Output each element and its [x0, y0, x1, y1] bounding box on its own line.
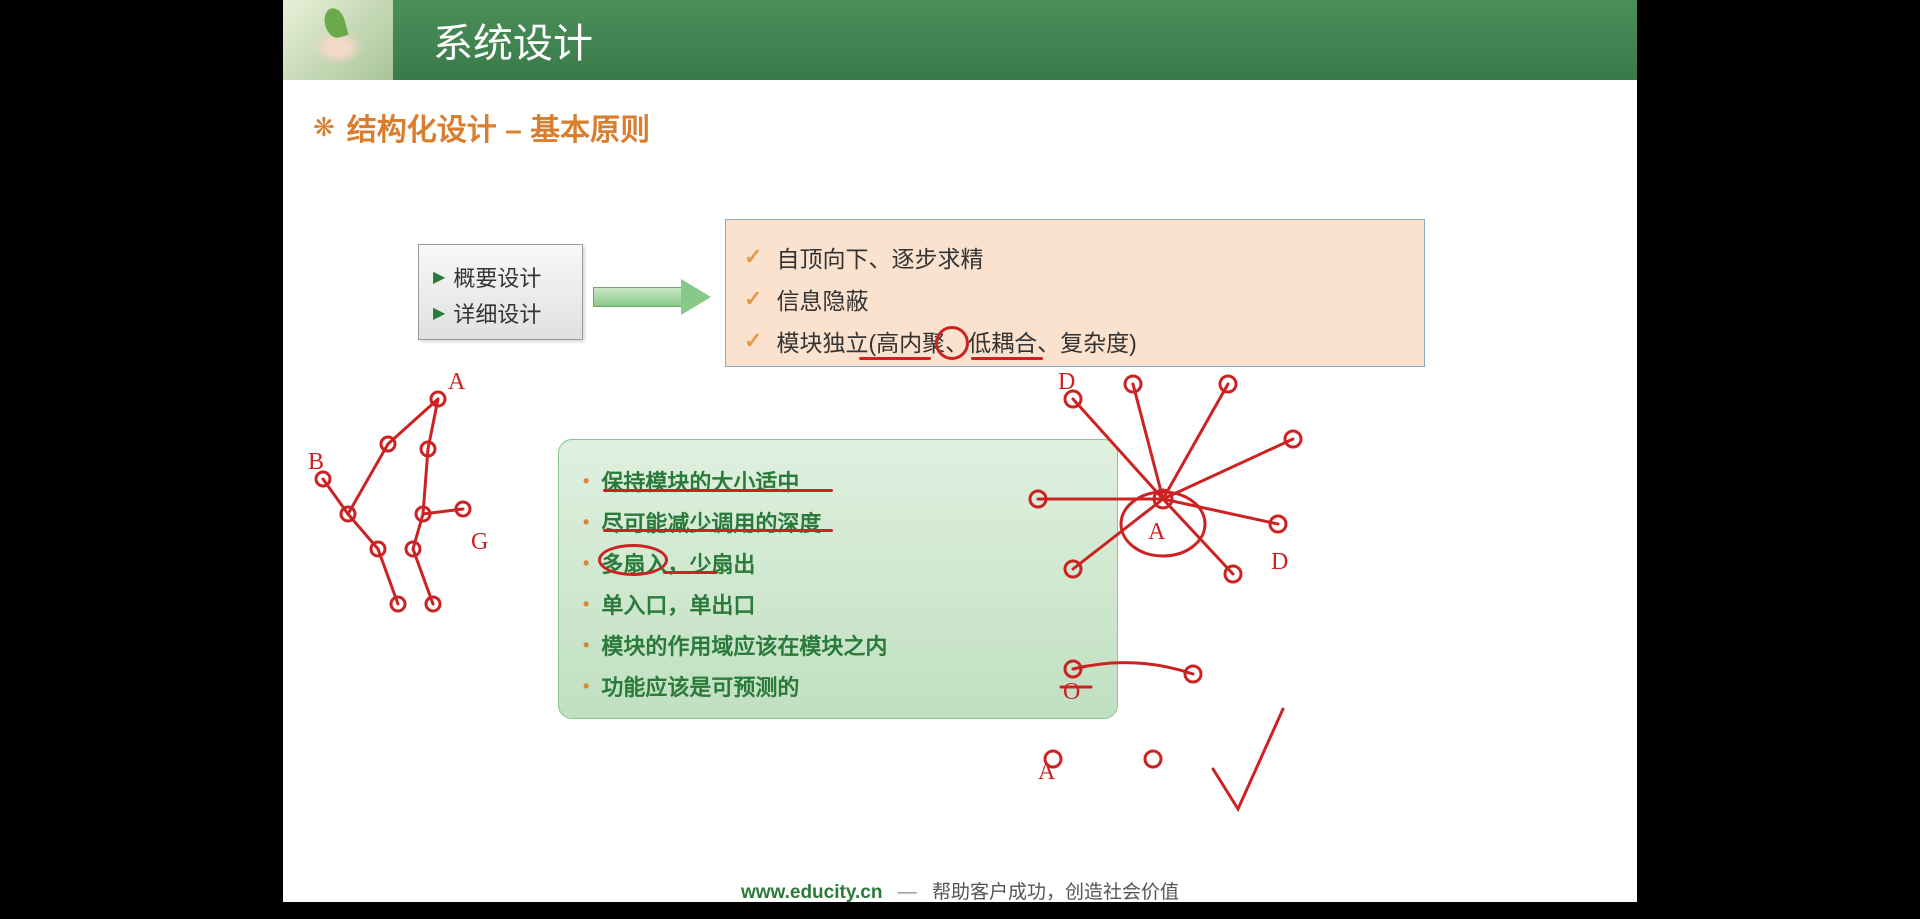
arrow-head	[681, 279, 711, 315]
design-item-label: 详细设计	[453, 297, 541, 329]
arrow-right	[593, 279, 713, 315]
dot-bullet-icon: •	[583, 512, 589, 533]
design-item: ▶ 概要设计	[433, 261, 568, 293]
footer-divider: —	[898, 882, 917, 903]
scribble-graph: A B G	[283, 369, 523, 649]
footer-url: www.educity.cn	[741, 882, 882, 903]
svg-text:A: A	[448, 369, 466, 395]
footer: www.educity.cn — 帮助客户成功，创造社会价值	[283, 877, 1637, 904]
red-underline	[971, 357, 1043, 360]
dot-bullet-icon: •	[583, 635, 589, 656]
content-area: ▶ 概要设计 ▶ 详细设计 ✓ 自顶向下、逐步求精 ✓ 信息隐蔽 ✓ 模	[283, 149, 1637, 919]
design-item: ▶ 详细设计	[433, 297, 568, 329]
guideline-label: 单入口，单出口	[601, 588, 755, 620]
slide: 系统设计 ❋ 结构化设计 – 基本原则 ▶ 概要设计 ▶ 详细设计 ✓ 自顶向下…	[283, 0, 1637, 902]
red-underline	[859, 357, 931, 360]
header-decoration-image	[283, 0, 393, 80]
principle-label: 信息隐蔽	[776, 282, 868, 316]
subtitle-text: 结构化设计 – 基本原则	[347, 105, 650, 149]
red-underline	[603, 489, 833, 492]
guidelines-box: • 保持模块的大小适中 • 尽可能减少调用的深度 • 多扇入，少扇出 • 单入口…	[558, 439, 1118, 719]
principle-item: ✓ 模块独立(高内聚、低耦合、复杂度)	[744, 324, 1406, 358]
svg-text:D: D	[1058, 369, 1075, 395]
triangle-bullet-icon: ▶	[433, 303, 445, 323]
svg-text:D: D	[1271, 549, 1288, 575]
dot-bullet-icon: •	[583, 594, 589, 615]
guideline-item: • 尽可能减少调用的深度	[583, 506, 1093, 538]
principle-item: ✓ 自顶向下、逐步求精	[744, 240, 1406, 274]
guideline-item: • 保持模块的大小适中	[583, 465, 1093, 497]
subtitle-row: ❋ 结构化设计 – 基本原则	[313, 105, 1637, 149]
design-item-label: 概要设计	[453, 261, 541, 293]
red-underline	[663, 571, 718, 574]
dot-bullet-icon: •	[583, 471, 589, 492]
principles-box: ✓ 自顶向下、逐步求精 ✓ 信息隐蔽 ✓ 模块独立(高内聚、低耦合、复杂度)	[725, 219, 1425, 367]
svg-text:B: B	[308, 449, 324, 475]
arrow-body	[593, 287, 683, 307]
svg-text:A: A	[1148, 519, 1166, 545]
guideline-item: • 功能应该是可预测的	[583, 670, 1093, 702]
wheel-icon: ❋	[313, 112, 335, 143]
red-circle	[598, 544, 668, 576]
svg-text:G: G	[471, 529, 488, 555]
guideline-label: 模块的作用域应该在模块之内	[601, 629, 887, 661]
check-icon: ✓	[744, 244, 762, 270]
principle-item: ✓ 信息隐蔽	[744, 282, 1406, 316]
header-bar: 系统设计	[283, 0, 1637, 80]
dot-bullet-icon: •	[583, 553, 589, 574]
check-icon: ✓	[744, 286, 762, 312]
header-title: 系统设计	[433, 11, 593, 69]
triangle-bullet-icon: ▶	[433, 267, 445, 287]
red-underline	[603, 529, 833, 532]
check-icon: ✓	[744, 328, 762, 354]
dot-bullet-icon: •	[583, 676, 589, 697]
red-circle	[935, 326, 969, 360]
svg-text:A: A	[1038, 759, 1056, 785]
guideline-item: • 模块的作用域应该在模块之内	[583, 629, 1093, 661]
footer-slogan: 帮助客户成功，创造社会价值	[932, 882, 1179, 903]
design-types-box: ▶ 概要设计 ▶ 详细设计	[418, 244, 583, 340]
guideline-item: • 单入口，单出口	[583, 588, 1093, 620]
principle-label: 自顶向下、逐步求精	[776, 240, 983, 274]
guideline-label: 尽可能减少调用的深度	[601, 506, 821, 538]
guideline-label: 功能应该是可预测的	[601, 670, 799, 702]
guideline-label: 保持模块的大小适中	[601, 465, 799, 497]
